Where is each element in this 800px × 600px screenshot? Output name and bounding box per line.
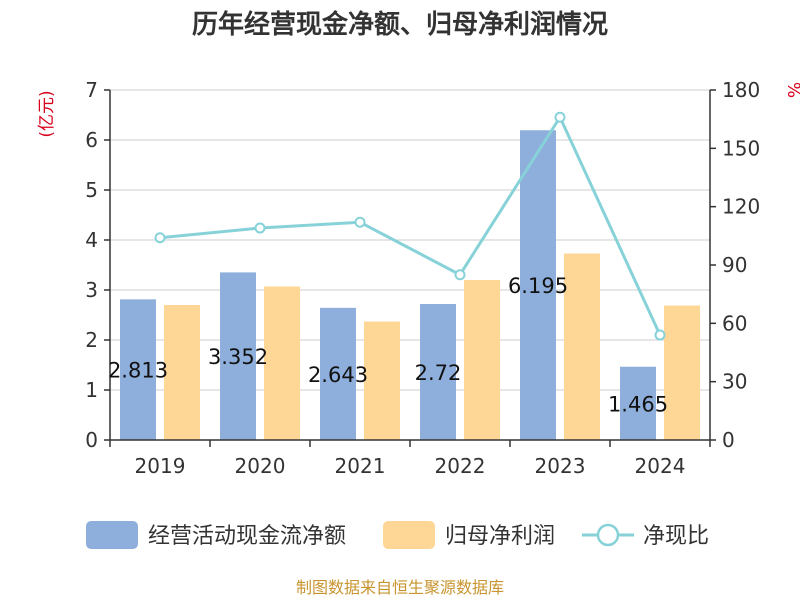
bar-net-profit	[464, 280, 500, 440]
left-axis-unit: (亿元)	[37, 90, 57, 137]
legend-marker-ratio	[596, 523, 620, 547]
ratio-point	[154, 232, 166, 244]
data-label-cash-flow: 3.352	[208, 345, 268, 369]
right-tick-label: 180	[722, 78, 760, 102]
bar-net-profit	[564, 253, 600, 440]
gridlines	[110, 89, 710, 391]
x-tick-label: 2019	[135, 454, 186, 478]
left-tick-label: 3	[85, 278, 98, 302]
bar-net-profit	[164, 305, 200, 440]
axes: 0 1 2 3 4 5 6 7 0 30 60 90 120 150 180 2019 2020 2021 2022…	[85, 78, 760, 478]
data-label-cash-flow: 6.195	[508, 274, 568, 298]
chart-title: 历年经营现金净额、归母净利润情况	[192, 9, 608, 40]
legend-swatch-cash-flow	[86, 521, 138, 549]
bar-cash-flow	[120, 299, 156, 440]
x-tick-label: 2024	[635, 454, 686, 478]
ratio-point	[254, 222, 266, 234]
ratio-line-path	[159, 114, 662, 336]
bar-net-profit	[364, 321, 400, 440]
data-label-cash-flow: 2.813	[108, 359, 168, 383]
left-tick-label: 7	[85, 78, 98, 102]
legend-label-cash-flow: 经营活动现金流净额	[148, 524, 346, 549]
right-tick-label: 90	[722, 253, 747, 277]
left-tick-label: 1	[85, 378, 98, 402]
data-labels: 2.813 3.352 2.643 2.72 6.195 1.465	[108, 274, 668, 416]
legend-label-ratio: 净现比	[643, 524, 709, 549]
right-axis-unit: %	[783, 82, 800, 98]
right-tick-label: 30	[722, 370, 747, 394]
left-tick-label: 6	[85, 128, 98, 152]
ratio-point	[654, 329, 666, 341]
legend-swatch-net-profit	[383, 521, 435, 549]
data-label-cash-flow: 2.643	[308, 363, 368, 387]
x-tick-label: 2020	[235, 454, 286, 478]
right-tick-label: 150	[722, 136, 760, 160]
ratio-line	[154, 111, 666, 341]
legend-label-net-profit: 归母净利润	[445, 524, 555, 549]
x-tick-label: 2021	[335, 454, 386, 478]
source-note: 制图数据来自恒生聚源数据库	[296, 578, 504, 597]
right-tick-label: 120	[722, 195, 760, 219]
bar-cash-flow	[220, 272, 256, 440]
bar-net-profit	[264, 286, 300, 440]
left-tick-label: 4	[85, 228, 98, 252]
left-tick-label: 5	[85, 178, 98, 202]
ratio-point	[454, 269, 466, 281]
bar-cash-flow	[520, 130, 556, 440]
bars	[120, 130, 700, 440]
bar-cash-flow	[320, 307, 356, 440]
right-tick-label: 0	[722, 428, 735, 452]
right-tick-label: 60	[722, 311, 747, 335]
data-label-cash-flow: 1.465	[608, 392, 668, 416]
bar-net-profit	[664, 305, 700, 440]
left-tick-label: 0	[85, 428, 98, 452]
bar-cash-flow	[620, 366, 656, 440]
bar-cash-flow	[420, 304, 456, 440]
x-tick-label: 2023	[535, 454, 586, 478]
legend: 经营活动现金流净额 归母净利润 净现比	[86, 521, 709, 549]
data-label-cash-flow: 2.72	[415, 361, 462, 385]
ratio-point	[554, 111, 566, 123]
ratio-point	[354, 216, 366, 228]
left-tick-label: 2	[85, 328, 98, 352]
x-tick-label: 2022	[435, 454, 486, 478]
